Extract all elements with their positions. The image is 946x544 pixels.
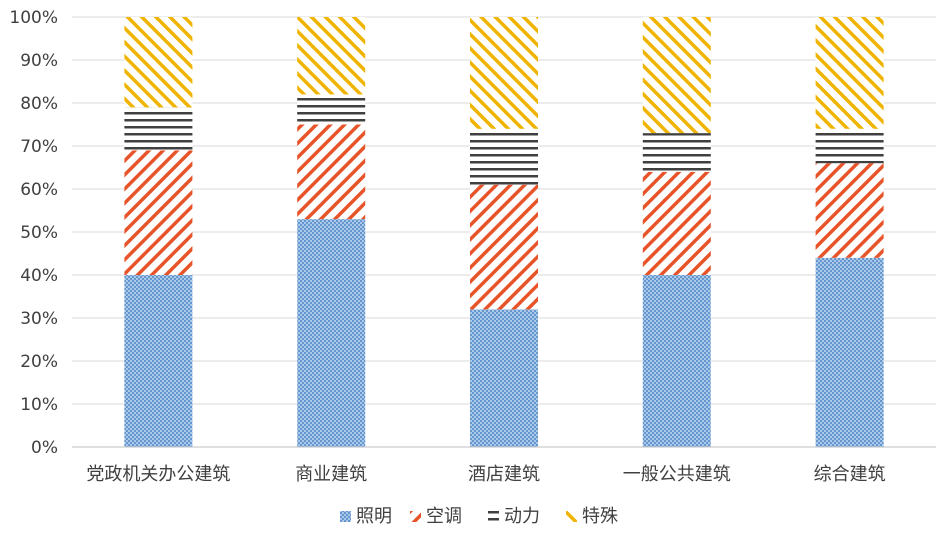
bar-segment-特殊 — [470, 17, 538, 129]
legend-item-特殊: 特殊 — [566, 506, 618, 527]
bar-segment-空调 — [815, 163, 884, 258]
y-axis: 0% 10% 20% 30% 40% 50% 60% 70% 80% 90% 100% — [9, 8, 58, 458]
bar-segment-空调 — [124, 150, 193, 275]
y-tick-label: 60% — [20, 180, 58, 200]
x-tick-label: 商业建筑 — [295, 464, 367, 485]
legend-swatch — [566, 511, 577, 522]
legend-swatch — [488, 511, 499, 522]
x-tick-label: 综合建筑 — [814, 464, 886, 485]
bar-segment-动力 — [642, 133, 711, 172]
bar-segment-动力 — [124, 107, 193, 151]
bar-segment-照明 — [124, 275, 193, 447]
bar-segment-动力 — [470, 128, 538, 185]
legend-swatch — [340, 511, 351, 522]
legend-item-空调: 空调 — [410, 506, 462, 527]
y-tick-label: 30% — [20, 309, 58, 329]
y-tick-label: 40% — [20, 266, 58, 286]
bars — [124, 17, 884, 447]
legend: 照明 空调 动力 特殊 — [340, 506, 618, 527]
y-tick-label: 0% — [31, 438, 58, 458]
x-axis: 党政机关办公建筑 商业建筑 酒店建筑 一般公共建筑 综合建筑 — [72, 446, 936, 485]
y-tick-label: 100% — [9, 8, 58, 28]
y-tick-label: 10% — [20, 395, 58, 415]
legend-label: 动力 — [504, 506, 540, 527]
y-tick-label: 20% — [20, 352, 58, 372]
bar-segment-空调 — [297, 124, 366, 220]
bar-segment-特殊 — [642, 17, 711, 134]
x-tick-label: 一般公共建筑 — [623, 464, 731, 485]
legend-label: 空调 — [426, 506, 462, 527]
legend-item-照明: 照明 — [340, 506, 392, 527]
bar-segment-特殊 — [124, 17, 193, 108]
legend-item-动力: 动力 — [488, 506, 540, 527]
y-tick-label: 80% — [20, 94, 58, 114]
bar-segment-特殊 — [297, 17, 366, 95]
x-tick-label: 酒店建筑 — [468, 464, 540, 485]
bar-segment-动力 — [815, 128, 884, 164]
legend-swatch — [410, 511, 421, 522]
bar-segment-照明 — [470, 309, 538, 447]
x-tick-label: 党政机关办公建筑 — [86, 464, 230, 485]
bar-segment-照明 — [297, 219, 366, 447]
bar-segment-动力 — [297, 94, 366, 125]
y-tick-label: 70% — [20, 137, 58, 157]
bar-segment-空调 — [642, 171, 711, 275]
legend-label: 特殊 — [582, 506, 618, 527]
legend-label: 照明 — [356, 506, 392, 527]
y-tick-label: 90% — [20, 51, 58, 71]
bar-segment-特殊 — [815, 17, 884, 129]
bar-segment-照明 — [815, 257, 884, 447]
bar-segment-照明 — [642, 275, 711, 447]
y-tick-label: 50% — [20, 223, 58, 243]
bar-segment-空调 — [470, 184, 538, 310]
